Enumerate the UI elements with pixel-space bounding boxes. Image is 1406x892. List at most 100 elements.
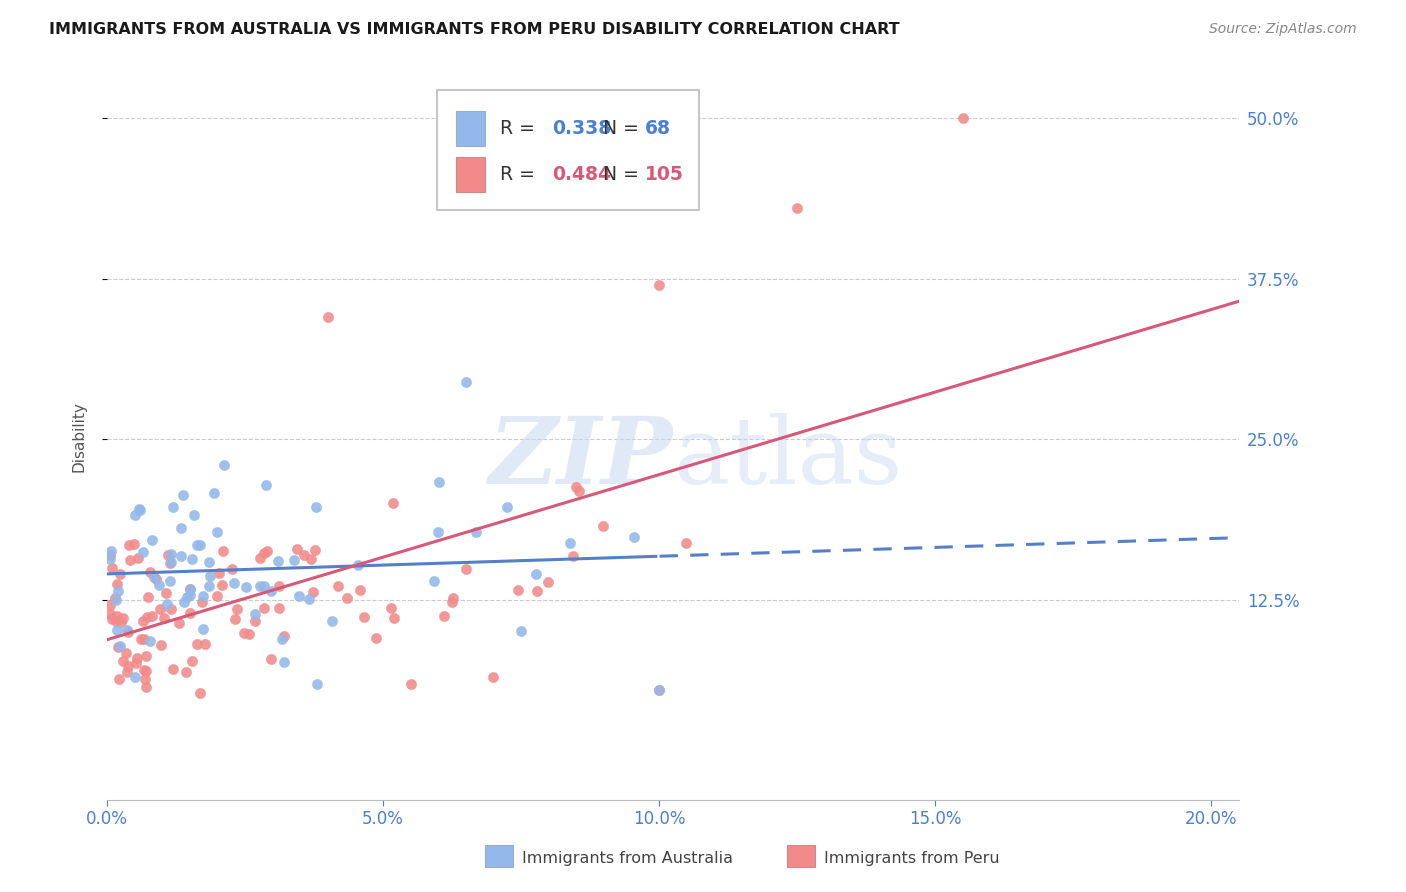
Point bbox=[125, 656, 148, 670]
Point bbox=[134, 663, 156, 677]
Point bbox=[148, 577, 170, 591]
Point bbox=[191, 595, 214, 609]
Point bbox=[482, 670, 505, 684]
Point bbox=[287, 589, 309, 603]
Point bbox=[173, 595, 195, 609]
Point bbox=[243, 615, 266, 629]
Point bbox=[108, 672, 131, 686]
Point bbox=[117, 625, 139, 640]
Point bbox=[117, 665, 139, 679]
Point bbox=[623, 530, 645, 544]
Text: 68: 68 bbox=[644, 120, 671, 138]
Point bbox=[179, 582, 201, 596]
Point bbox=[170, 521, 193, 535]
Text: 105: 105 bbox=[644, 165, 683, 184]
Point bbox=[100, 612, 122, 626]
Point bbox=[150, 638, 173, 652]
Point bbox=[139, 634, 162, 648]
Point bbox=[349, 583, 371, 598]
Text: ZIP: ZIP bbox=[489, 413, 673, 503]
Point bbox=[186, 538, 208, 552]
Point bbox=[118, 553, 141, 567]
Text: R =: R = bbox=[499, 120, 540, 138]
Point bbox=[786, 201, 808, 215]
Point bbox=[198, 579, 221, 593]
Point bbox=[118, 538, 141, 552]
Point bbox=[214, 458, 236, 472]
Point bbox=[107, 583, 129, 598]
Point bbox=[283, 553, 305, 567]
Point bbox=[132, 544, 155, 558]
Point bbox=[194, 637, 217, 651]
Point bbox=[124, 508, 146, 522]
Point bbox=[160, 547, 183, 561]
Point bbox=[267, 579, 290, 593]
FancyBboxPatch shape bbox=[437, 90, 699, 210]
Point bbox=[205, 589, 228, 603]
Point bbox=[139, 565, 162, 579]
Point bbox=[321, 615, 343, 629]
Point bbox=[256, 544, 278, 558]
Point bbox=[134, 672, 156, 686]
Point bbox=[952, 111, 974, 125]
Point bbox=[382, 610, 405, 624]
Point bbox=[205, 525, 228, 540]
Point bbox=[115, 646, 138, 660]
Point bbox=[135, 681, 157, 695]
Point bbox=[98, 607, 121, 622]
Point bbox=[179, 582, 201, 596]
Text: R =: R = bbox=[499, 165, 540, 184]
Point bbox=[110, 615, 132, 629]
Point bbox=[592, 518, 614, 533]
Point bbox=[273, 655, 295, 669]
Point bbox=[159, 556, 181, 570]
Point bbox=[537, 574, 560, 589]
Point bbox=[441, 591, 464, 606]
Point bbox=[260, 651, 283, 665]
FancyBboxPatch shape bbox=[456, 112, 485, 146]
Point bbox=[135, 664, 157, 678]
Point bbox=[129, 503, 152, 517]
Point bbox=[172, 488, 194, 502]
Point bbox=[316, 310, 339, 325]
Point bbox=[159, 574, 181, 589]
Point bbox=[101, 561, 124, 575]
Point bbox=[131, 614, 153, 628]
Point bbox=[506, 583, 529, 598]
Point bbox=[526, 584, 548, 599]
Point bbox=[399, 677, 422, 691]
Point bbox=[648, 278, 671, 293]
Point bbox=[107, 640, 129, 655]
Point bbox=[454, 375, 477, 389]
Point bbox=[176, 665, 198, 679]
Point bbox=[98, 598, 121, 612]
Point bbox=[304, 542, 326, 557]
Text: IMMIGRANTS FROM AUSTRALIA VS IMMIGRANTS FROM PERU DISABILITY CORRELATION CHART: IMMIGRANTS FROM AUSTRALIA VS IMMIGRANTS … bbox=[49, 22, 900, 37]
Point bbox=[117, 659, 139, 673]
Point bbox=[107, 608, 129, 623]
Point bbox=[156, 597, 179, 611]
Point bbox=[149, 602, 172, 616]
Point bbox=[561, 549, 583, 564]
Point bbox=[129, 632, 152, 646]
Text: Immigrants from Australia: Immigrants from Australia bbox=[522, 851, 733, 865]
Point bbox=[380, 600, 402, 615]
Point bbox=[108, 566, 131, 581]
Point bbox=[162, 500, 184, 515]
Point bbox=[188, 538, 211, 552]
Point bbox=[105, 623, 128, 637]
Point bbox=[145, 573, 167, 587]
Point bbox=[249, 550, 271, 565]
Point bbox=[427, 525, 450, 540]
Point bbox=[347, 558, 370, 572]
Point bbox=[208, 566, 231, 580]
Point bbox=[110, 639, 132, 653]
Point bbox=[98, 552, 121, 566]
Point bbox=[558, 535, 581, 549]
Point bbox=[134, 632, 156, 647]
Point bbox=[105, 593, 128, 607]
Point bbox=[211, 578, 233, 592]
Point bbox=[180, 654, 202, 668]
Point bbox=[176, 590, 198, 604]
Point bbox=[198, 568, 221, 582]
